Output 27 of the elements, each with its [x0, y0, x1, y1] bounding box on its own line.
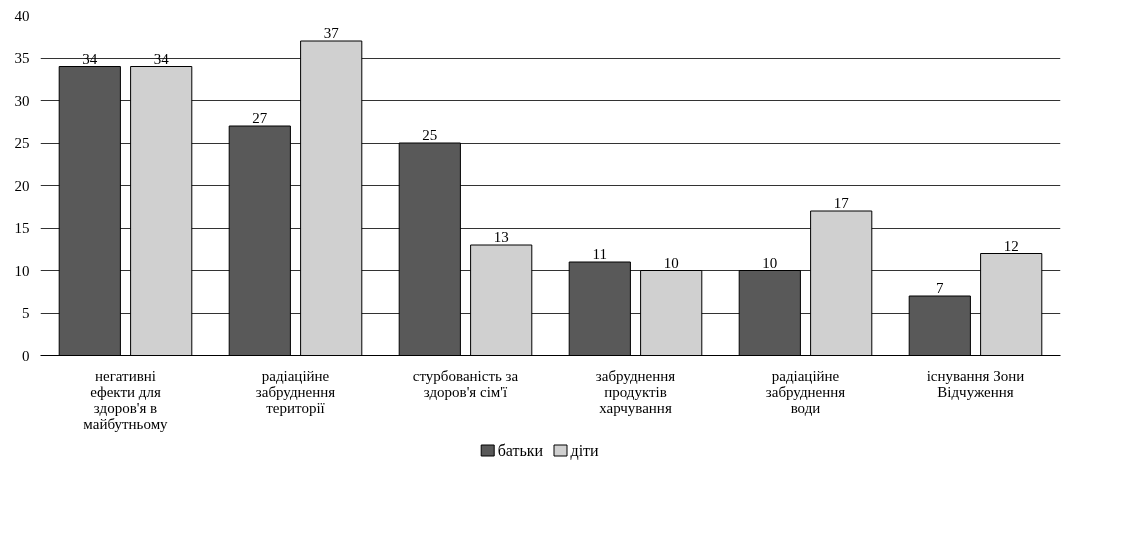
data-label: 12 — [1003, 237, 1019, 254]
y-tick-label: 10 — [14, 262, 30, 279]
data-label: 7 — [936, 280, 945, 296]
y-tick-label: 40 — [14, 7, 30, 24]
x-tick-label: негативні ефекти для здоров'я в майбутньому — [83, 367, 169, 432]
data-label: 27 — [252, 110, 268, 126]
y-tick-label: 15 — [14, 220, 30, 236]
y-tick-label: 20 — [14, 177, 30, 194]
y-tick-label: 35 — [14, 50, 30, 66]
data-label: 13 — [493, 229, 509, 245]
y-tick-label: 5 — [22, 305, 30, 321]
x-tick-label: існування Зони Відчуження — [926, 367, 1025, 400]
x-tick-label: стурбованість за здоров'я сім'ї — [412, 367, 519, 400]
data-label: 10 — [762, 254, 778, 271]
data-label: 11 — [592, 246, 608, 262]
y-tick-label: 30 — [14, 92, 30, 109]
y-tick-label: 0 — [22, 347, 30, 364]
y-tick-label: 25 — [14, 135, 30, 151]
data-label: 25 — [422, 127, 438, 143]
legend-label: діти — [570, 442, 600, 460]
x-tick-label: радіаційне забруднення території — [255, 367, 336, 416]
data-label: 10 — [663, 254, 679, 271]
x-tick-label: забруднення продуктів харчування — [595, 367, 676, 416]
legend-label: батьки — [497, 442, 544, 459]
data-label: 17 — [833, 195, 850, 211]
data-label: 37 — [323, 25, 340, 41]
x-tick-label: радіаційне забруднення води — [765, 367, 846, 416]
